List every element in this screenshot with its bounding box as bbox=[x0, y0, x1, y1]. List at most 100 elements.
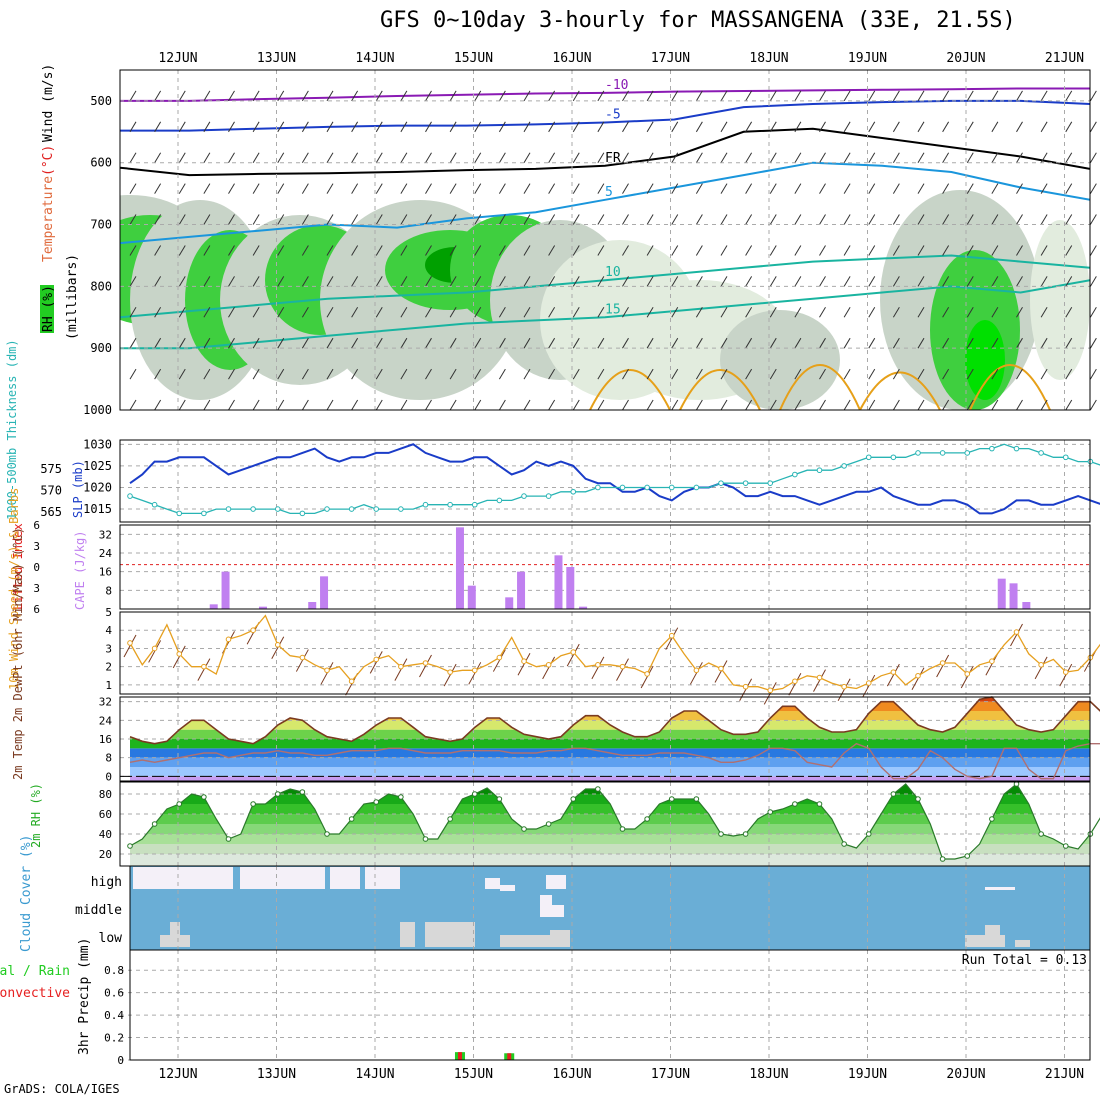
li-axis-label: Lifted Index bbox=[11, 523, 25, 610]
rh-marker bbox=[373, 799, 380, 805]
rh-marker bbox=[471, 791, 478, 797]
wind-barb bbox=[695, 307, 703, 318]
wind-barb bbox=[892, 245, 900, 256]
wind-barb bbox=[351, 337, 359, 349]
isotherm-line bbox=[120, 161, 1090, 245]
wind-barb bbox=[252, 307, 260, 318]
wind-barb bbox=[1089, 121, 1097, 133]
wind-barb bbox=[769, 121, 777, 133]
wind-barb bbox=[942, 90, 950, 102]
cloud-cover-panel: high middle low Cloud Cover (%) bbox=[19, 835, 1091, 952]
wind-barb bbox=[178, 245, 186, 256]
slp-thickness-panel: 1015 1020 1025 1030 565 570 575 1000-500mb Thic… bbox=[5, 339, 1100, 523]
wind-speed-marker bbox=[939, 660, 946, 666]
rh-marker bbox=[767, 809, 774, 815]
wind-barb bbox=[646, 90, 654, 102]
wind-barb bbox=[788, 673, 802, 696]
wind-barb bbox=[449, 90, 457, 102]
wind-speed-marker bbox=[668, 632, 675, 639]
wind-barb bbox=[991, 183, 999, 194]
wind-barb bbox=[622, 307, 629, 318]
wind-barb bbox=[1016, 307, 1023, 318]
isotherm-label: 10 bbox=[605, 265, 621, 280]
wind-barb bbox=[942, 307, 950, 318]
top-day-label: 13JUN bbox=[257, 51, 296, 66]
wind-speed-marker bbox=[176, 651, 183, 657]
wind-barb bbox=[917, 368, 925, 380]
wind-barb bbox=[622, 276, 629, 287]
wind-barb bbox=[868, 307, 876, 318]
thickness-marker bbox=[693, 484, 700, 491]
rh-marker bbox=[865, 831, 872, 837]
wind-barb bbox=[991, 121, 999, 133]
wind-barb bbox=[449, 183, 457, 194]
wind-barb bbox=[1040, 399, 1048, 411]
wind-barb bbox=[720, 276, 728, 287]
thickness-marker bbox=[299, 510, 306, 517]
wind-barb bbox=[228, 337, 235, 349]
temp-axis-label: Temperature bbox=[41, 176, 56, 262]
bottom-day-label: 18JUN bbox=[749, 1067, 788, 1082]
wind-barb bbox=[548, 276, 556, 287]
wind-barb bbox=[819, 368, 826, 380]
wind-barb bbox=[1089, 337, 1097, 349]
wind-barb bbox=[154, 121, 162, 133]
wind-barb bbox=[695, 152, 703, 163]
wind-tick: 3 bbox=[105, 642, 112, 655]
wind-barb bbox=[474, 276, 482, 287]
wind-barb bbox=[129, 276, 137, 287]
wind-barb bbox=[1089, 152, 1097, 163]
wind-barb bbox=[425, 90, 432, 102]
wind-speed-marker bbox=[890, 669, 897, 675]
warm-contour bbox=[969, 364, 1051, 411]
wind-barb bbox=[720, 399, 728, 411]
slp-tick: 1015 bbox=[83, 502, 112, 516]
wind-barb bbox=[868, 337, 876, 349]
wind-speed-marker bbox=[964, 671, 971, 677]
wind-barb bbox=[301, 214, 309, 225]
wind-barb bbox=[868, 214, 876, 225]
rh-color-band bbox=[130, 794, 1090, 804]
wind-barb bbox=[572, 307, 580, 318]
rh-marker bbox=[127, 843, 133, 849]
temp-color-band bbox=[130, 757, 1090, 767]
precip-frame bbox=[129, 949, 1091, 1061]
wind-barb bbox=[868, 152, 876, 163]
thickness-marker bbox=[324, 506, 330, 512]
wind-barb bbox=[498, 121, 506, 133]
thickness-marker bbox=[373, 506, 380, 512]
wind-barb bbox=[400, 307, 408, 318]
isotherm-line bbox=[120, 87, 1090, 102]
wind-barb bbox=[375, 245, 383, 256]
wind-barb bbox=[425, 276, 432, 287]
precip-tick: 0 bbox=[117, 1054, 124, 1067]
wind-barb bbox=[425, 307, 432, 318]
wind-barb bbox=[326, 368, 334, 380]
thickness-line bbox=[129, 443, 1100, 515]
low-cloud-block bbox=[500, 935, 560, 947]
wind-barb bbox=[1040, 121, 1048, 133]
wind-barb bbox=[671, 307, 679, 318]
wind-barb bbox=[277, 276, 285, 287]
wind-speed-marker bbox=[299, 654, 306, 661]
wind-barb bbox=[745, 152, 753, 163]
thickness-marker bbox=[718, 480, 724, 486]
wind-barb bbox=[917, 307, 925, 318]
wind-barb bbox=[917, 152, 925, 163]
wind-barb bbox=[523, 152, 531, 163]
top-day-label: 15JUN bbox=[454, 51, 493, 66]
wind-barb bbox=[301, 337, 309, 349]
wind-barb bbox=[400, 276, 408, 287]
wind-barb bbox=[449, 368, 457, 380]
wind-barb bbox=[394, 658, 408, 681]
rh-color-band bbox=[130, 834, 1090, 844]
thickness-marker bbox=[939, 450, 946, 456]
thickness-marker bbox=[570, 488, 577, 495]
wind-barb bbox=[203, 152, 211, 163]
wind-barb bbox=[326, 152, 334, 163]
wind-barb bbox=[1040, 214, 1048, 225]
wind-barb bbox=[966, 183, 974, 194]
wind-barb bbox=[326, 276, 334, 287]
wind-barb bbox=[868, 399, 876, 411]
wind-barb bbox=[646, 121, 654, 133]
